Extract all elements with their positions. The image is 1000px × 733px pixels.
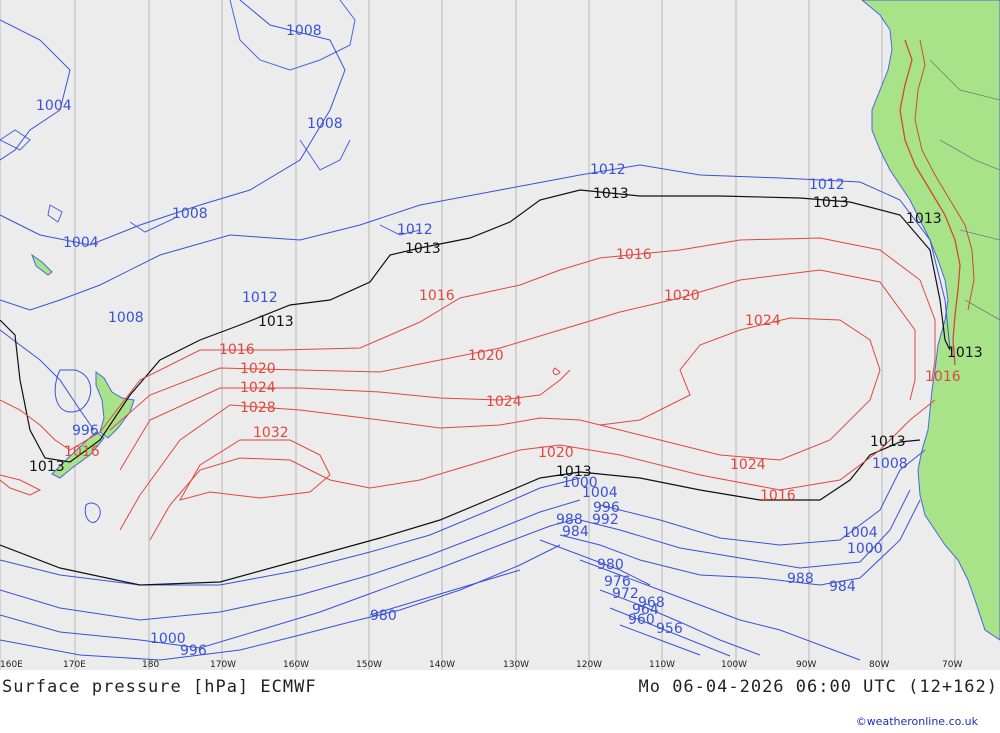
isobar-label: 1004	[36, 98, 72, 114]
pacific-island-coasts	[0, 0, 421, 236]
isobar-label: 1024	[486, 394, 522, 410]
lon-label: 170W	[210, 660, 236, 670]
isobar-label: 1016	[419, 288, 455, 304]
isobar-label: 1004	[842, 525, 878, 541]
credit-link[interactable]: ©weatheronline.co.uk	[855, 715, 978, 728]
isobar-label: 996	[593, 500, 620, 516]
lon-label: 90W	[796, 660, 816, 670]
isobar-label: 1016	[616, 247, 652, 263]
standard-isobar-labels: 1013 1013 1013 1013 1013 1013 1013 1013 …	[29, 186, 983, 480]
lon-label: 130W	[503, 660, 529, 670]
isobar-label: 1013	[258, 314, 294, 330]
isobar-label: 1016	[219, 342, 255, 358]
isobar-label: 1000	[562, 475, 598, 491]
isobar-label: 1008	[286, 23, 322, 39]
isobar-label: 1016	[760, 488, 796, 504]
longitude-labels: 160E 170E 180 170W 160W 150W 140W 130W 1…	[0, 660, 962, 670]
isobar-label: 976	[604, 574, 631, 590]
isobar-label: 1008	[108, 310, 144, 326]
isobar-label: 1016	[64, 444, 100, 460]
isobar-label: 1024	[745, 313, 781, 329]
isobar-label: 1013	[947, 345, 983, 361]
new-caledonia	[30, 253, 53, 276]
country-borders	[929, 59, 1000, 321]
isobar-label: 1020	[240, 361, 276, 377]
lon-label: 160E	[0, 660, 23, 670]
lon-label: 100W	[721, 660, 747, 670]
lon-label: 170E	[63, 660, 86, 670]
isobar-label: 1032	[253, 425, 289, 441]
isobar-label: 1020	[538, 445, 574, 461]
isobar-label: 980	[370, 608, 397, 624]
isobar-label: 996	[72, 423, 99, 439]
isobar-label: 1013	[906, 211, 942, 227]
standard-isobars	[0, 189, 951, 586]
isobar-label: 1008	[172, 206, 208, 222]
new-zealand-south-island	[51, 431, 105, 479]
lon-label: 80W	[869, 660, 889, 670]
lon-label: 70W	[942, 660, 962, 670]
isobar-label: 1012	[809, 177, 845, 193]
isobar-label: 972	[612, 586, 639, 602]
isobar-label: 980	[597, 557, 624, 573]
isobar-label: 968	[638, 595, 665, 611]
map-title: Surface pressure [hPa] ECMWF	[2, 677, 317, 697]
isobar-label: 1012	[590, 162, 626, 178]
isobar-label: 964	[632, 602, 659, 618]
isobar-label: 984	[829, 579, 856, 595]
isobar-label: 1012	[242, 290, 278, 306]
lon-label: 150W	[356, 660, 382, 670]
isobar-label: 984	[562, 524, 589, 540]
new-zealand-north-island	[95, 371, 135, 439]
isobar-label: 1008	[872, 456, 908, 472]
isobar-label: 1004	[582, 485, 618, 501]
isobar-label: 1013	[593, 186, 629, 202]
isobar-label: 1012	[397, 222, 433, 238]
isobar-label: 988	[787, 571, 814, 587]
isobar-label: 1028	[240, 400, 276, 416]
andes-relief-2	[914, 39, 975, 311]
valid-time: Mo 06-04-2026 06:00 UTC (12+162)	[638, 677, 998, 697]
south-america-land	[861, 0, 1000, 641]
map-footer	[0, 670, 1000, 733]
isobar-label: 996	[180, 643, 207, 659]
isobar-label: 1000	[847, 541, 883, 557]
isobar-label: 1013	[870, 434, 906, 450]
isobar-label: 1013	[29, 459, 65, 475]
lon-label: 180	[142, 660, 159, 670]
isobar-label: 1016	[925, 369, 961, 385]
isobar-label: 956	[656, 621, 683, 637]
isobar-label: 988	[556, 512, 583, 528]
isobar-label: 992	[592, 512, 619, 528]
isobar-label: 1020	[664, 288, 700, 304]
isobar-label: 1013	[556, 464, 592, 480]
isobar-label: 1013	[405, 241, 441, 257]
high-isobar-labels: 1016 1016 1016 1020 1020 1020 1024 1024 …	[64, 247, 961, 504]
surface-pressure-map: 160E 170E 180 170W 160W 150W 140W 130W 1…	[0, 0, 1000, 670]
ocean-background	[0, 0, 1000, 670]
isobar-label: 1008	[307, 116, 343, 132]
isobar-label: 1013	[813, 195, 849, 211]
isobar-label: 960	[628, 612, 655, 628]
isobar-label: 1024	[730, 457, 766, 473]
isobar-label: 1000	[150, 631, 186, 647]
lon-label: 120W	[576, 660, 602, 670]
lon-label: 110W	[649, 660, 675, 670]
low-isobar-labels: 1008 1004 1008 1008 1004 1012 1008 1012 …	[36, 23, 908, 659]
isobar-label: 1024	[240, 380, 276, 396]
isobar-label: 1020	[468, 348, 504, 364]
andes-relief	[899, 39, 961, 366]
low-pressure-isobars	[0, 0, 951, 661]
high-pressure-isobars	[0, 237, 936, 541]
lon-label: 140W	[429, 660, 455, 670]
isobar-label: 1004	[63, 235, 99, 251]
lon-label: 160W	[283, 660, 309, 670]
